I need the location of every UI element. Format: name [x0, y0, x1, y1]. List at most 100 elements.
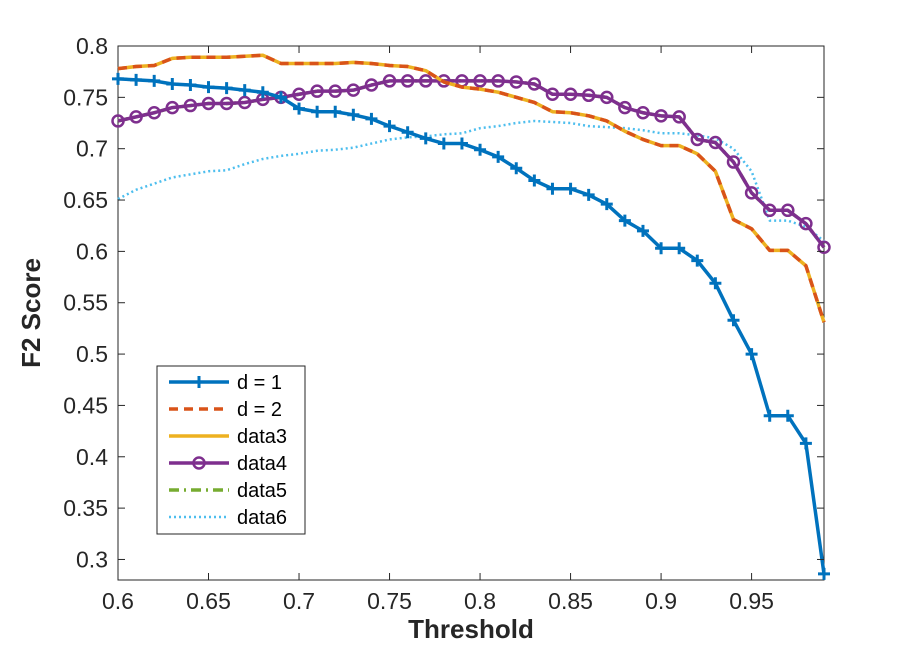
data-point: [219, 96, 234, 111]
data-point: [762, 203, 777, 218]
series-5: [117, 119, 825, 243]
data-point: [166, 77, 179, 90]
data-point: [545, 87, 560, 102]
data-point: [346, 83, 361, 97]
y-tick-label: 0.5: [76, 341, 108, 367]
data-point: [256, 86, 269, 99]
data-point: [581, 88, 596, 103]
data-point: [147, 106, 161, 120]
data-point: [201, 96, 216, 111]
x-tick-label: 0.85: [548, 588, 593, 614]
data-point: [292, 87, 306, 102]
y-tick-label: 0.65: [63, 187, 108, 213]
y-tick-label: 0.55: [63, 290, 108, 316]
data-point: [347, 108, 360, 121]
series-0: [112, 72, 830, 580]
data-point: [202, 81, 215, 94]
data-point: [111, 114, 125, 128]
data-point: [329, 105, 342, 118]
x-tick-label: 0.9: [645, 588, 677, 614]
data-point: [636, 106, 650, 120]
data-point: [474, 143, 487, 156]
data-point: [528, 174, 541, 187]
data-point: [383, 120, 396, 133]
data-point: [564, 182, 577, 195]
legend-label: d = 2: [237, 399, 282, 421]
data-point: [655, 242, 668, 255]
legend-item: d = 2: [169, 399, 282, 421]
y-tick-label: 0.4: [76, 444, 108, 470]
legend-box: [156, 365, 306, 535]
data-point: [563, 87, 578, 102]
data-point: [491, 74, 505, 88]
y-tick-label: 0.7: [76, 136, 108, 162]
legend-label: data4: [237, 453, 287, 475]
y-tick-label: 0.3: [76, 546, 108, 572]
data-point: [293, 102, 306, 115]
legend-item: data3: [169, 426, 287, 448]
data-point: [546, 182, 559, 195]
data-point: [781, 203, 795, 218]
data-point: [781, 409, 794, 422]
data-point: [673, 242, 686, 255]
data-point: [112, 72, 124, 85]
y-tick-label: 0.75: [63, 84, 108, 110]
x-tick-label: 0.75: [367, 588, 412, 614]
data-point: [148, 74, 161, 87]
legend-item: data4: [169, 453, 287, 475]
data-point: [184, 79, 197, 92]
data-point: [129, 110, 143, 124]
data-point: [618, 100, 632, 115]
legend-label: data3: [237, 426, 287, 448]
data-point: [709, 277, 722, 290]
legend-item: data6: [169, 507, 287, 529]
x-axis-label: Threshold: [408, 614, 534, 644]
data-point: [636, 224, 649, 237]
legend-item: d = 1: [169, 372, 282, 394]
legend-item: data5: [169, 480, 287, 502]
data-point: [165, 100, 180, 115]
legend: d = 1 d = 2 data3 data4 data5 data6: [156, 365, 306, 535]
data-point: [365, 112, 378, 125]
data-point: [419, 132, 432, 145]
data-point: [328, 84, 342, 98]
data-point: [672, 110, 686, 124]
y-tick-label: 0.8: [76, 33, 108, 59]
data-point: [364, 78, 379, 92]
data-point: [818, 567, 830, 580]
data-point: [527, 77, 542, 91]
data-point: [310, 84, 324, 98]
data-point: [799, 216, 813, 231]
data-point: [311, 105, 324, 118]
data-point: [238, 84, 251, 97]
data-point: [618, 214, 631, 227]
data-point: [510, 162, 523, 175]
data-point: [183, 98, 198, 113]
data-point: [473, 74, 487, 88]
data-point: [582, 188, 595, 201]
legend-marker: [193, 376, 205, 388]
series-1: [117, 53, 826, 323]
legend-marker: [192, 456, 206, 470]
data-point: [744, 186, 759, 200]
series-line: [117, 79, 826, 249]
data-point: [400, 74, 415, 88]
data-point: [130, 73, 143, 86]
data-point: [220, 82, 233, 95]
legend-label: data5: [237, 480, 287, 502]
x-tick-label: 0.8: [464, 588, 496, 614]
series-line: [117, 53, 826, 323]
data-point: [600, 90, 614, 105]
data-point: [401, 126, 414, 139]
data-point: [382, 74, 397, 88]
y-axis-label: F2 Score: [16, 258, 46, 368]
series-line: [117, 77, 826, 575]
data-point: [492, 150, 505, 163]
series-line: [117, 119, 825, 243]
data-point: [817, 240, 831, 255]
data-point: [745, 348, 758, 361]
axis-ticks: 0.6 0.65 0.7 0.75 0.8 0.85 0.9 0.95 0.3 0.35 0.4 0.…: [63, 33, 824, 614]
data-point: [600, 198, 613, 211]
data-point: [654, 109, 668, 123]
